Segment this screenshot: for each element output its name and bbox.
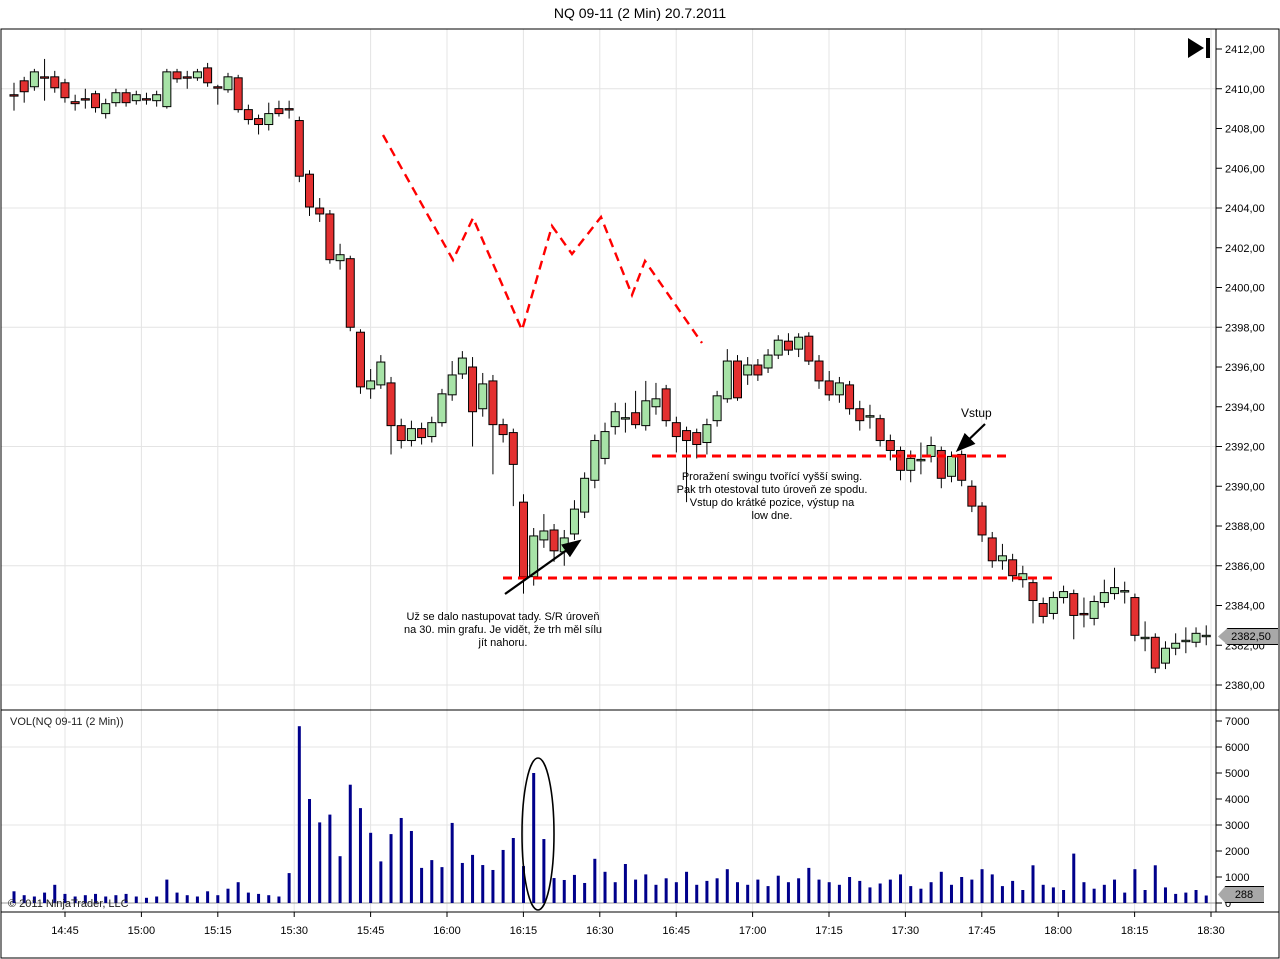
volume-axis-label: 1000 [1225, 872, 1249, 884]
gridlines [1, 29, 1216, 912]
price-axis-label: 2406,00 [1225, 163, 1265, 175]
candles-layer [9, 58, 1211, 674]
go-to-end-icon[interactable] [1188, 38, 1210, 58]
time-axis-label: 15:00 [128, 925, 156, 937]
note-line: Proražení swingu tvořící vyšší swing. [681, 471, 863, 483]
time-axis-label: 18:15 [1121, 925, 1149, 937]
price-axis-label: 2398,00 [1225, 322, 1265, 334]
time-axis-label: 17:30 [892, 925, 920, 937]
volume-bars [12, 726, 1208, 903]
price-axis-label: 2412,00 [1225, 44, 1265, 56]
time-axis-label: 17:15 [815, 925, 843, 937]
volume-axis-label: 0 [1225, 898, 1231, 910]
annotation-arrow[interactable] [504, 539, 582, 595]
price-axis-label: 2402,00 [1225, 243, 1265, 255]
note-line: Pak trh otestoval tuto úroveň ze spodu. [676, 484, 868, 496]
note-line: na 30. min grafu. Je vidět, že trh měl s… [403, 624, 603, 636]
time-axis-label: 17:00 [739, 925, 767, 937]
time-axis-label: 16:00 [433, 925, 461, 937]
volume-axis-label: 3000 [1225, 820, 1249, 832]
time-axis-labels: 14:45 15:00 15:15 15:30 15:45 16:00 16:15 16:30… [51, 912, 1225, 937]
time-axis-label: 15:15 [204, 925, 232, 937]
volume-axis-label: 4000 [1225, 794, 1249, 806]
price-axis-label: 2400,00 [1225, 283, 1265, 295]
volume-ellipse-annotation[interactable] [521, 757, 555, 911]
price-axis-label: 2394,00 [1225, 402, 1265, 414]
time-axis-label: 17:45 [968, 925, 996, 937]
volume-axis-labels: 7000 6000 5000 4000 3000 2000 1000 0 [1216, 716, 1249, 910]
time-axis-label: 18:00 [1044, 925, 1072, 937]
price-axis-label: 2384,00 [1225, 601, 1265, 613]
note-line: low dne. [751, 510, 793, 522]
chart-title: NQ 09-11 (2 Min) 20.7.2011 [553, 5, 727, 21]
time-axis-label: 14:45 [51, 925, 79, 937]
price-axis-label: 2390,00 [1225, 481, 1265, 493]
annotation-arrow[interactable] [955, 423, 986, 453]
note-line: Vstup do krátké pozice, výstup na [689, 497, 855, 509]
sr-retest-note[interactable]: Proražení swingu tvořící vyšší swing. Pa… [612, 471, 932, 523]
early-entry-note[interactable]: Už se dalo nastupovat tady. S/R úroveň n… [363, 611, 643, 650]
volume-axis-label: 5000 [1225, 768, 1249, 780]
price-axis-label: 2410,00 [1225, 84, 1265, 96]
time-axis-label: 18:30 [1197, 925, 1225, 937]
price-axis-label: 2380,00 [1225, 680, 1265, 692]
time-axis-label: 15:45 [357, 925, 385, 937]
last-price-marker: 2382,50 [1218, 628, 1278, 645]
time-axis-label: 15:30 [280, 925, 308, 937]
time-axis-label: 16:45 [662, 925, 690, 937]
price-axis-label: 2392,00 [1225, 442, 1265, 454]
volume-axis-label: 2000 [1225, 846, 1249, 858]
entry-annotation-label[interactable]: Vstup [961, 406, 992, 420]
volume-axis-label: 6000 [1225, 742, 1249, 754]
price-axis-label: 2404,00 [1225, 203, 1265, 215]
copyright-text: © 2011 NinjaTrader, LLC [8, 898, 129, 910]
price-axis-label: 2408,00 [1225, 124, 1265, 136]
volume-axis-label: 7000 [1225, 716, 1249, 728]
price-axis-label: 2386,00 [1225, 561, 1265, 573]
volume-panel-label: VOL(NQ 09-11 (2 Min)) [10, 716, 124, 728]
zigzag-annotation[interactable] [381, 134, 703, 344]
note-line: jít nahoru. [478, 637, 528, 649]
last-volume-marker: 288 [1218, 886, 1264, 903]
price-axis-labels: 2412,00 2410,00 2408,00 2406,00 2404,00 2402,… [1216, 44, 1265, 692]
price-axis-label: 2396,00 [1225, 362, 1265, 374]
price-axis-label: 2388,00 [1225, 521, 1265, 533]
note-line: Už se dalo nastupovat tady. S/R úroveň [406, 611, 600, 623]
chart-frame [0, 28, 1280, 959]
time-axis-label: 16:15 [510, 925, 538, 937]
time-axis-label: 16:30 [586, 925, 614, 937]
